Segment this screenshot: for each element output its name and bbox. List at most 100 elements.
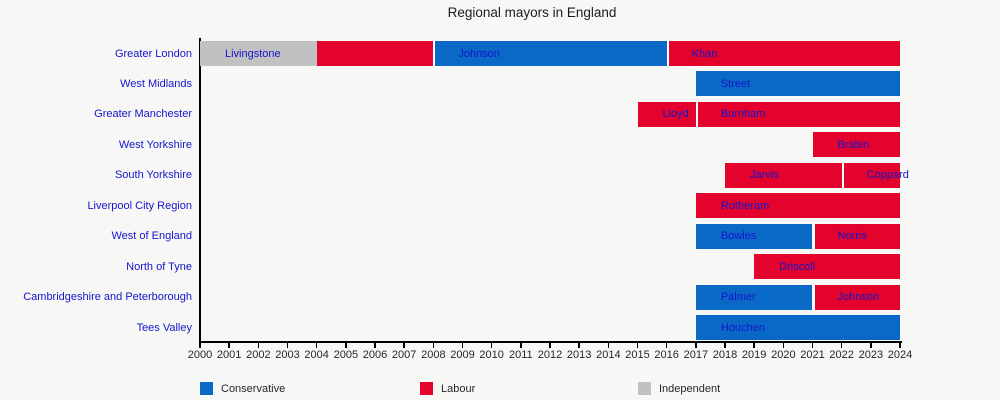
bar-segment: [200, 41, 317, 66]
bar-label: Jarvis: [750, 169, 779, 182]
y-axis-line: [199, 38, 201, 343]
x-axis-tick-label: 2023: [858, 349, 884, 361]
x-axis-tick-label: 2024: [887, 349, 913, 361]
bar-label: Palmer: [720, 291, 756, 304]
x-axis-tick-label: 2017: [683, 349, 709, 361]
row-label-west-of-england: West of England: [111, 230, 192, 243]
x-axis-tick-label: 2012: [537, 349, 563, 361]
bar-segment: [812, 132, 900, 158]
x-axis-tick-label: 2005: [333, 349, 359, 361]
x-axis-tick-label: 2011: [509, 349, 533, 361]
x-axis-tick-label: 2009: [450, 349, 475, 361]
x-axis-tick-label: 2022: [829, 349, 854, 361]
bar-label: Johnson: [458, 47, 500, 60]
x-axis-tick-label: 2021: [800, 349, 825, 361]
bar-label: Burnham: [720, 108, 766, 121]
x-axis-tick-label: 2019: [741, 349, 767, 361]
x-axis-tick: [549, 343, 551, 348]
x-axis-tick-label: 2006: [362, 349, 388, 361]
x-axis-tick: [520, 343, 522, 348]
bar-segment: [637, 101, 696, 127]
x-axis-tick: [257, 343, 260, 348]
x-axis-tick-label: 2015: [625, 349, 650, 361]
bar-segment: [812, 284, 900, 310]
x-axis-tick-label: 2016: [654, 349, 679, 361]
legend-swatch-labour: [420, 382, 433, 395]
bar-label: Khan: [691, 47, 718, 60]
bar-label: Bowles: [720, 230, 757, 243]
bar-segment: [695, 193, 900, 219]
row-label-greater-manchester: Greater Manchester: [94, 108, 192, 121]
row-label-south-yorkshire: South Yorkshire: [114, 169, 192, 182]
row-label-west-yorkshire: West Yorkshire: [118, 138, 192, 151]
legend-label-independent: Independent: [659, 382, 721, 395]
x-axis-tick-label: 2002: [246, 349, 271, 361]
x-axis-tick-label: 2013: [566, 349, 592, 361]
x-axis-tick: [636, 343, 639, 348]
x-axis-tick: [840, 343, 843, 348]
x-axis-tick: [228, 343, 230, 348]
x-axis-tick-label: 2001: [216, 349, 242, 361]
legend-swatch-independent: [638, 382, 651, 395]
bar-label: Johnson: [837, 291, 880, 304]
bar-label: Rotheram: [720, 199, 770, 212]
legend-label-labour: Labour: [441, 382, 476, 395]
row-label-tees-valley: Tees Valley: [136, 321, 192, 334]
row-label-west-midlands: West Midlands: [120, 77, 192, 90]
x-axis-tick: [461, 343, 464, 348]
row-label-north-of-tyne: North of Tyne: [126, 260, 192, 273]
bar-segment: [695, 315, 900, 341]
x-axis-tick: [870, 343, 872, 348]
x-axis-tick-label: 2010: [479, 349, 504, 361]
x-axis-tick-label: 2014: [596, 349, 621, 361]
bar-label: Brabin: [837, 138, 870, 151]
x-axis-tick-label: 2020: [771, 349, 796, 361]
bar-label: Street: [720, 77, 751, 90]
legend-swatch-conservative: [200, 382, 213, 395]
bar-label: Lloyd: [662, 108, 689, 121]
legend-label-conservative: Conservative: [221, 382, 286, 395]
row-label-cambridgeshire-and-peterborough: Cambridgeshire and Peterborough: [23, 291, 192, 304]
x-axis-tick: [753, 343, 755, 348]
x-axis-tick: [345, 343, 347, 348]
x-axis-tick: [432, 343, 435, 348]
x-axis-tick: [724, 343, 726, 348]
bar-label: Driscoll: [779, 260, 816, 273]
x-axis-line: [199, 341, 902, 343]
bar-segment: [666, 41, 900, 66]
row-label-greater-london: Greater London: [114, 47, 192, 60]
x-axis-tick: [286, 343, 289, 348]
bar-segment: [841, 162, 900, 188]
bar-label: Coppard: [866, 169, 909, 182]
x-axis-tick-label: 2018: [712, 349, 738, 361]
bar-segment: [695, 71, 900, 97]
bar-label: Livingstone: [225, 47, 281, 60]
x-axis-tick: [315, 343, 318, 348]
chart-title: Regional mayors in England: [447, 5, 617, 20]
bar-segment: [695, 223, 813, 249]
x-axis-tick-label: 2004: [304, 349, 329, 361]
x-axis-tick-label: 2008: [421, 349, 446, 361]
bar-segment: [695, 284, 813, 310]
x-axis-tick: [199, 343, 201, 348]
x-axis-tick-label: 2000: [187, 349, 213, 361]
x-axis-tick: [899, 343, 901, 348]
x-axis-tick-label: 2007: [391, 349, 417, 361]
x-axis-tick: [695, 343, 697, 348]
x-axis-tick: [665, 343, 668, 348]
row-label-liverpool-city-region: Liverpool City Region: [87, 199, 192, 212]
x-axis-tick: [403, 343, 405, 348]
bar-label: Norris: [837, 230, 867, 243]
bar-segment: [316, 41, 434, 66]
x-axis-tick: [811, 343, 814, 348]
bar-segment: [725, 162, 842, 188]
bar-segment: [433, 41, 667, 66]
x-axis-tick: [607, 343, 610, 348]
bar-label: Houchen: [720, 321, 765, 334]
x-axis-tick: [782, 343, 785, 348]
x-axis-tick: [490, 343, 493, 348]
bar-segment: [812, 223, 900, 249]
bar-segment: [754, 254, 900, 280]
x-axis-tick-label: 2003: [275, 349, 300, 361]
